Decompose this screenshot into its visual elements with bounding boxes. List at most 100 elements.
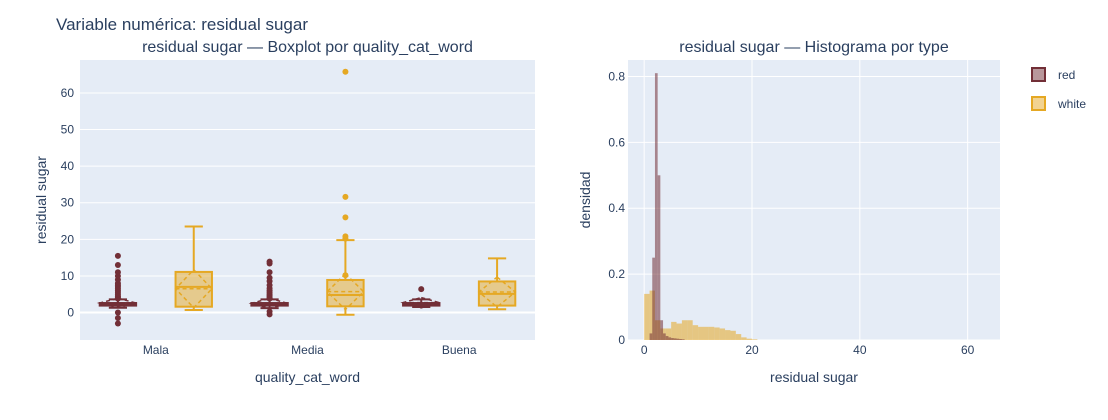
outlier-point[interactable] — [266, 274, 273, 281]
legend-swatch — [1031, 67, 1046, 82]
histogram-x-axis-title: residual sugar — [770, 369, 858, 385]
boxplot-background — [80, 60, 535, 340]
outlier-point[interactable] — [114, 261, 121, 268]
histogram-bar[interactable] — [681, 320, 688, 340]
x-tick-label: 40 — [853, 343, 867, 357]
y-tick-label: 0 — [618, 333, 625, 347]
legend-label: red — [1058, 68, 1075, 82]
box-red-media[interactable] — [248, 258, 291, 318]
box-red-buena[interactable] — [400, 286, 443, 309]
histogram-series-red[interactable] — [649, 73, 685, 341]
histogram-bar[interactable] — [708, 326, 715, 340]
box-white-buena[interactable] — [477, 257, 517, 311]
y-tick-label: 10 — [61, 269, 75, 283]
histogram-x-ticks: 0 20 40 60 — [641, 343, 975, 357]
histogram-bar[interactable] — [714, 327, 720, 340]
legend-label: white — [1057, 97, 1086, 111]
histogram-bar[interactable] — [741, 337, 747, 340]
outlier-point[interactable] — [418, 286, 425, 293]
legend[interactable]: red white — [1031, 67, 1086, 111]
mean-sd-diamond — [400, 296, 443, 309]
histogram-bar[interactable] — [735, 334, 742, 340]
y-tick-label: 50 — [61, 123, 75, 137]
y-tick-label: 0.4 — [608, 201, 625, 215]
outlier-point[interactable] — [342, 68, 349, 75]
histogram-bar[interactable] — [676, 338, 680, 340]
outlier-point[interactable] — [342, 214, 349, 221]
histogram-background — [628, 60, 1000, 340]
histogram-marks[interactable] — [644, 73, 758, 341]
histogram-bar[interactable] — [652, 257, 655, 340]
histogram-bar[interactable] — [671, 321, 677, 340]
histogram-bar[interactable] — [698, 326, 704, 340]
legend-item-red[interactable]: red — [1031, 67, 1075, 82]
histogram-bar[interactable] — [703, 326, 709, 340]
histogram-bar[interactable] — [671, 338, 674, 340]
outlier-point[interactable] — [342, 233, 349, 240]
y-tick-label: 60 — [61, 86, 75, 100]
histogram-bar[interactable] — [725, 330, 731, 340]
outlier-point[interactable] — [114, 309, 121, 316]
histogram-y-axis-title: densidad — [577, 172, 593, 229]
outlier-point[interactable] — [114, 269, 121, 276]
y-tick-label: 20 — [61, 232, 75, 246]
histogram-title: residual sugar — Histograma por type — [679, 39, 949, 56]
mean-sd-diamond — [326, 272, 365, 311]
histogram-bar[interactable] — [668, 337, 672, 340]
histogram-bar[interactable] — [654, 73, 658, 341]
histogram-bar[interactable] — [719, 328, 726, 340]
boxplot-x-ticks: Mala Media Buena — [143, 343, 477, 357]
histogram-bar[interactable] — [730, 330, 736, 340]
boxplot-marks[interactable] — [96, 68, 517, 327]
x-tick-label: Buena — [442, 343, 477, 357]
histogram-bar[interactable] — [687, 320, 693, 340]
y-tick-label: 0.8 — [608, 69, 625, 83]
outlier-point[interactable] — [342, 272, 349, 279]
mean-sd-diamond — [96, 297, 140, 309]
histogram-bar[interactable] — [660, 320, 664, 340]
histogram-bar[interactable] — [657, 175, 661, 340]
boxplot-y-ticks: 0 10 20 30 40 50 60 — [61, 86, 75, 320]
x-tick-label: Mala — [143, 343, 169, 357]
boxplot-gridlines — [80, 92, 535, 314]
box-white-media[interactable] — [326, 68, 365, 316]
x-tick-label: Media — [291, 343, 324, 357]
box-body — [326, 278, 365, 308]
histogram-bar[interactable] — [644, 293, 650, 340]
boxplot-x-axis-title: quality_cat_word — [255, 369, 360, 385]
histogram-bar[interactable] — [752, 339, 758, 340]
outlier-point[interactable] — [114, 315, 121, 322]
mean-sd-diamond — [174, 268, 213, 309]
histogram-bar[interactable] — [681, 339, 685, 340]
histogram-bar[interactable] — [692, 325, 699, 340]
figure-title: Variable numérica: residual sugar — [56, 15, 308, 34]
histogram-bar[interactable] — [746, 338, 752, 340]
outlier-point[interactable] — [114, 252, 121, 259]
outlier-point[interactable] — [342, 193, 349, 200]
x-tick-label: 20 — [745, 343, 759, 357]
x-tick-label: 0 — [641, 343, 648, 357]
x-tick-label: 60 — [961, 343, 975, 357]
y-tick-label: 0.6 — [608, 135, 625, 149]
boxplot-y-axis-title: residual sugar — [33, 156, 49, 244]
histogram-panel: 0 0.2 0.4 0.6 0.8 0 20 40 60 residual sugar — H… — [577, 39, 1000, 385]
mean-sd-diamond — [477, 276, 517, 309]
histogram-bar[interactable] — [665, 328, 672, 340]
histogram-bar[interactable] — [663, 333, 666, 340]
histogram-bar[interactable] — [679, 339, 682, 340]
outlier-point[interactable] — [266, 258, 273, 265]
box-white-mala[interactable] — [174, 225, 213, 311]
histogram-bar[interactable] — [673, 338, 677, 340]
box-red-mala[interactable] — [96, 252, 140, 327]
boxplot-panel: 0 10 20 30 40 50 60 Mala Media Buena residual su… — [33, 39, 535, 385]
y-tick-label: 0 — [67, 306, 74, 320]
legend-item-white[interactable]: white — [1031, 96, 1086, 111]
histogram-bar[interactable] — [665, 336, 669, 340]
histogram-bar[interactable] — [649, 333, 653, 340]
outlier-point[interactable] — [266, 308, 273, 315]
outlier-point[interactable] — [266, 269, 273, 276]
histogram-bar[interactable] — [676, 323, 682, 340]
y-tick-label: 30 — [61, 196, 75, 210]
outlier-point[interactable] — [114, 320, 121, 327]
